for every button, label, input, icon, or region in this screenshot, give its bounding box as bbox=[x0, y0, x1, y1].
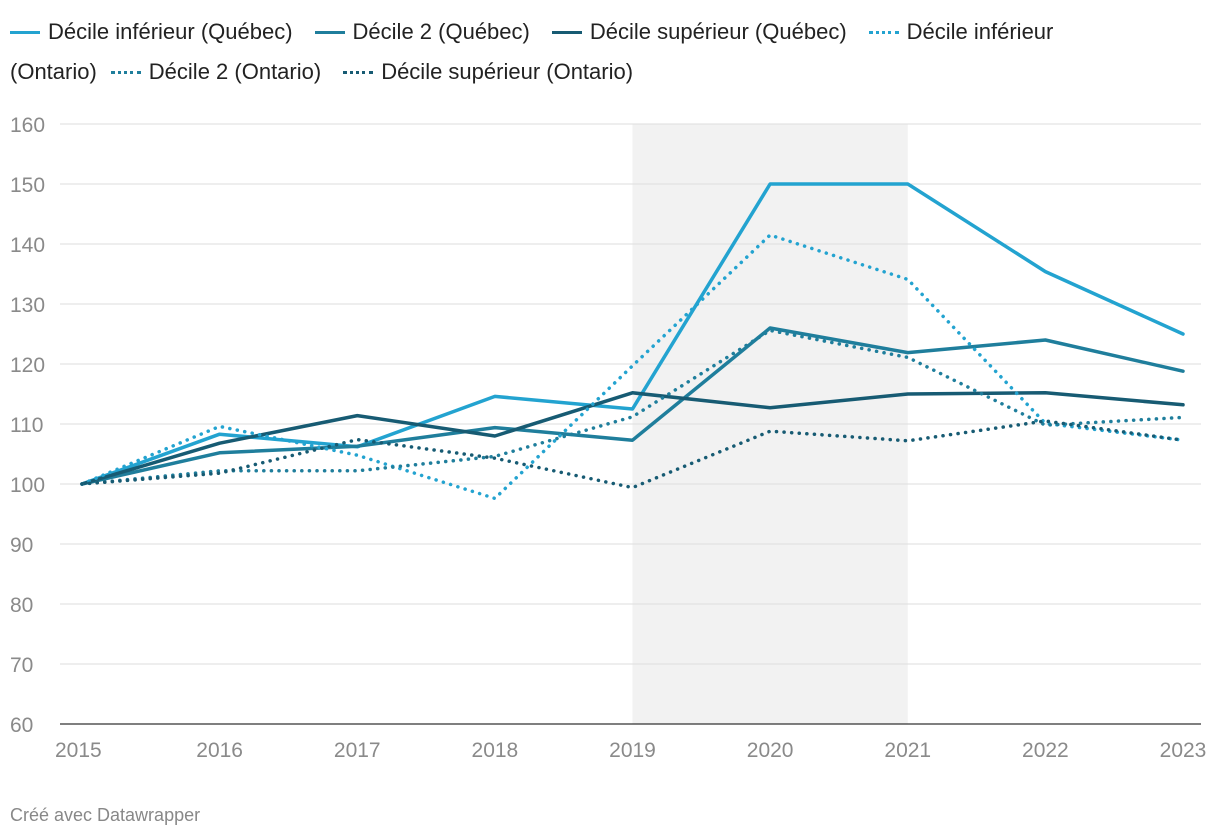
x-tick-label: 2017 bbox=[334, 739, 381, 762]
legend-item-decile-superieur-ontario: Décile supérieur (Ontario) bbox=[343, 59, 633, 85]
legend-label: Décile supérieur (Québec) bbox=[589, 19, 847, 44]
series-line-d-cile-inf-rieur-qu-bec bbox=[80, 182, 1185, 486]
x-tick-label: 2023 bbox=[1160, 739, 1207, 762]
legend-label: Décile inférieur (Québec) bbox=[48, 19, 293, 44]
legend-label: Décile 2 (Québec) bbox=[352, 19, 530, 44]
series-line-d-cile-2-ontario bbox=[80, 328, 1185, 486]
y-tick-label: 110 bbox=[10, 414, 43, 437]
legend-swatch-dotted-mid bbox=[110, 70, 141, 74]
x-tick-label: 2019 bbox=[609, 739, 656, 762]
legend-item-decile-2-ontario: Décile 2 (Ontario) bbox=[110, 59, 322, 85]
y-tick-label: 60 bbox=[10, 714, 33, 737]
y-tick-label: 140 bbox=[10, 234, 45, 257]
x-tick-label: 2021 bbox=[884, 739, 931, 762]
line-chart: 60 70 80 90 100 110 120 130 140 150 160 2015 2016 201… bbox=[10, 114, 1207, 762]
series-line-d-cile-inf-rieur-ontario bbox=[80, 233, 1185, 501]
y-tick-label: 130 bbox=[10, 294, 45, 317]
legend-swatch-dotted-light bbox=[868, 30, 899, 34]
y-tick-label: 120 bbox=[10, 354, 45, 377]
legend-item-decile-2-quebec: Décile 2 (Québec) bbox=[314, 19, 530, 45]
y-tick-label: 80 bbox=[10, 594, 33, 617]
legend-swatch-solid-dark bbox=[551, 30, 582, 34]
x-tick-label: 2018 bbox=[472, 739, 519, 762]
y-tick-label: 160 bbox=[10, 114, 45, 137]
legend-item-decile-inferieur-quebec: Décile inférieur (Québec) bbox=[10, 19, 293, 45]
x-tick-label: 2015 bbox=[55, 739, 102, 762]
y-tick-label: 90 bbox=[10, 534, 33, 557]
legend-swatch-solid-light bbox=[10, 30, 40, 34]
y-tick-label: 100 bbox=[10, 474, 45, 497]
y-tick-label: 70 bbox=[10, 654, 33, 677]
legend-label: Décile supérieur (Ontario) bbox=[381, 59, 634, 84]
series-line-d-cile-2-qu-bec bbox=[80, 326, 1185, 486]
legend-row-2: (Ontario) Décile 2 (Ontario) Décile supé… bbox=[10, 52, 1210, 92]
legend-row-1: Décile inférieur (Québec) Décile 2 (Québ… bbox=[10, 12, 1210, 52]
legend-swatch-solid-mid bbox=[314, 30, 345, 34]
x-tick-label: 2020 bbox=[747, 739, 794, 762]
legend-swatch-dotted-dark bbox=[343, 70, 374, 74]
footer-credit: Créé avec Datawrapper bbox=[10, 805, 201, 825]
series-line-d-cile-sup-rieur-qu-bec bbox=[80, 391, 1185, 486]
legend-label: (Ontario) bbox=[10, 59, 97, 84]
y-tick-label: 150 bbox=[10, 174, 45, 197]
x-tick-label: 2022 bbox=[1022, 739, 1069, 762]
x-tick-label: 2016 bbox=[196, 739, 243, 762]
legend-item-decile-inferieur-ontario: Décile inférieur bbox=[868, 19, 1054, 45]
legend-item-ontario-continuation: (Ontario) bbox=[10, 59, 97, 85]
legend-label: Décile inférieur bbox=[906, 19, 1054, 44]
legend: Décile inférieur (Québec) Décile 2 (Québ… bbox=[10, 12, 1210, 92]
legend-label: Décile 2 (Ontario) bbox=[148, 59, 322, 84]
legend-item-decile-superieur-quebec: Décile supérieur (Québec) bbox=[551, 19, 847, 45]
